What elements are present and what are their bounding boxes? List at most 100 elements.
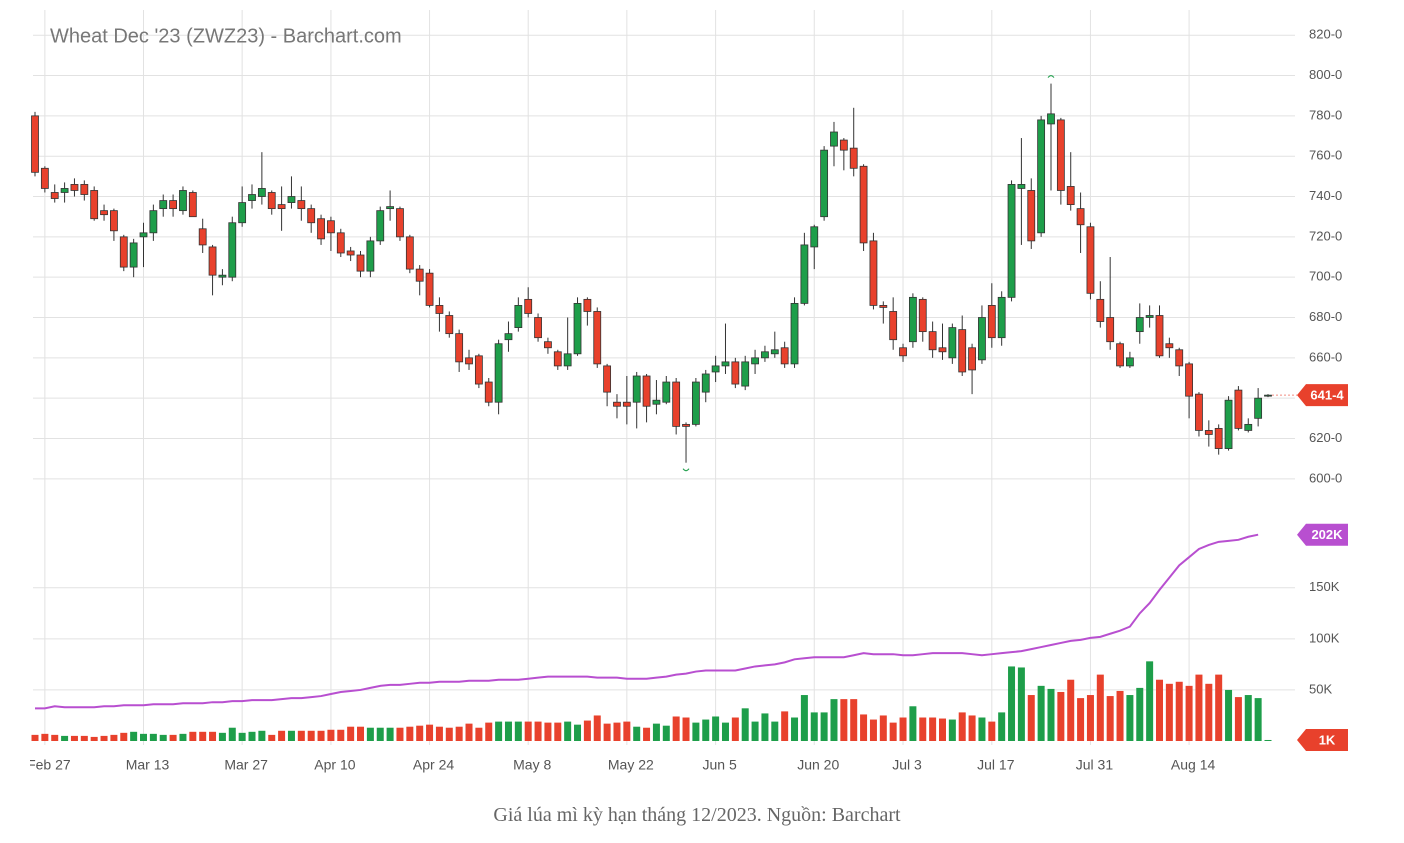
candle-body [188, 192, 197, 218]
candle-body [90, 190, 99, 220]
candle-body [159, 200, 168, 210]
volume-bar [1165, 683, 1173, 741]
volume-bar [1008, 666, 1016, 741]
candle-body [129, 242, 138, 268]
volume-bar [564, 721, 572, 741]
candle-body [198, 228, 207, 246]
volume-bar [189, 731, 197, 741]
volume-bar [751, 721, 759, 741]
volume-bar [1077, 698, 1085, 741]
volume-bar [416, 725, 424, 741]
volume-bar [140, 733, 148, 741]
low-marker [682, 468, 690, 472]
candle-body [1126, 357, 1134, 367]
y-tick-label: 740-0 [1309, 188, 1342, 203]
volume-bar [179, 733, 187, 741]
x-tick-label: Jun 20 [797, 757, 839, 773]
candle-body [445, 315, 454, 335]
volume-bar [41, 733, 49, 741]
candle-body [1185, 363, 1193, 397]
volume-bar [1126, 695, 1134, 741]
y-tick-label: 800-0 [1309, 67, 1342, 82]
candle-body [859, 165, 868, 244]
volume-badge-shape [1297, 728, 1348, 751]
candle-body [317, 218, 325, 240]
volume-bar [297, 730, 305, 741]
candle-body [534, 317, 542, 339]
volume-bar [603, 723, 611, 741]
candle-body [1076, 208, 1085, 226]
volume-bar [218, 732, 226, 741]
candle-body [622, 401, 631, 407]
volume-bar [435, 726, 443, 741]
candle-body [1145, 315, 1154, 318]
volume-bar [1047, 688, 1055, 741]
volume-bar [998, 712, 1006, 741]
volume-bar [80, 735, 88, 741]
volume-bar [840, 699, 848, 741]
candle-body [593, 311, 602, 365]
candle-body [455, 333, 464, 363]
volume-bar [850, 699, 858, 741]
candle-body [928, 331, 937, 351]
candle-body [563, 353, 572, 367]
candle-body [80, 184, 89, 195]
volume-bar [120, 732, 128, 741]
candle-body [356, 254, 365, 272]
open-interest-line [35, 533, 1259, 710]
volume-bar [357, 726, 365, 741]
candle-body [465, 357, 473, 365]
volume-bar [672, 716, 680, 741]
candle-body [327, 220, 335, 234]
candle-body [1214, 428, 1223, 449]
volume-bar [938, 718, 946, 741]
volume-bar [1185, 685, 1193, 741]
volume-bar [554, 722, 562, 741]
x-tick-label: Apr 10 [314, 757, 355, 773]
candle-body [139, 232, 148, 238]
x-tick-label: Jul 3 [892, 757, 922, 773]
candle-body [652, 399, 661, 405]
volume-bar [1037, 685, 1045, 741]
volume-bar [149, 733, 157, 741]
volume-bar [781, 711, 789, 741]
open-interest-badge-shape [1297, 523, 1348, 546]
volume-bar [889, 722, 897, 741]
x-tick-label: Apr 24 [413, 757, 454, 773]
candle-body [751, 357, 759, 365]
volume-bar [1096, 674, 1104, 741]
candle-body [1155, 315, 1164, 357]
volume-bar [317, 730, 325, 741]
volume-bar [90, 736, 98, 741]
candle-body [731, 361, 740, 385]
volume-bar [1244, 695, 1252, 741]
candle-body [1116, 343, 1124, 367]
volume-bar [1264, 739, 1272, 741]
candle-body [1254, 397, 1263, 419]
volume-bar [662, 725, 670, 741]
volume-bar [771, 721, 779, 741]
volume-bar [830, 699, 838, 741]
y-tick-label: 820-0 [1309, 27, 1342, 42]
volume-bar [800, 695, 808, 741]
candle-body [1106, 317, 1115, 343]
x-tick-label: May 22 [608, 757, 654, 773]
volume-bar [495, 721, 503, 741]
candle-body [169, 200, 177, 210]
volume-bar [228, 727, 236, 741]
candle-body [938, 347, 947, 353]
candle-body [31, 115, 39, 173]
volume-bar [702, 719, 710, 741]
x-tick-label: Mar 27 [224, 757, 268, 773]
volume-bar [948, 719, 956, 741]
volume-bar [1195, 674, 1203, 741]
volume-bar [692, 722, 700, 741]
volume-bar [1146, 661, 1154, 741]
volume-bar [1106, 696, 1114, 741]
candle-body [583, 298, 592, 312]
volume-bar [455, 726, 463, 741]
x-tick-label: Jul 31 [1076, 757, 1114, 773]
labels: 600-0620-0640-0660-0680-0700-0720-0740-0… [30, 25, 1348, 773]
volume-bar [426, 724, 434, 741]
